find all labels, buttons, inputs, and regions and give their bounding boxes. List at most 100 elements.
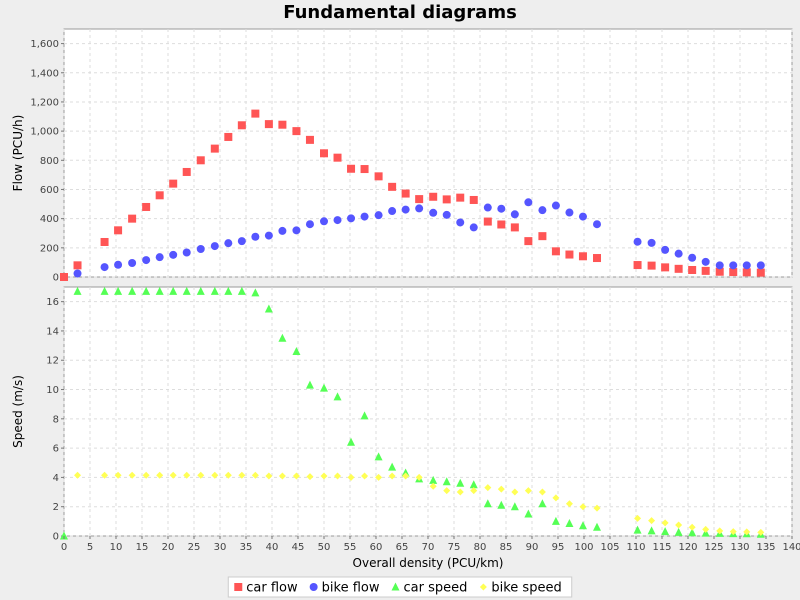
- data-point: [292, 226, 301, 235]
- data-point: [278, 333, 287, 342]
- data-point: [661, 527, 670, 536]
- data-point: [197, 471, 205, 479]
- data-point: [333, 153, 342, 162]
- data-point: [265, 472, 273, 480]
- data-point: [306, 473, 314, 481]
- data-point: [388, 207, 397, 216]
- x-tick-label: 130: [730, 542, 749, 553]
- data-point: [552, 494, 560, 502]
- data-point: [156, 471, 164, 479]
- y-tick-label: 400: [40, 214, 59, 225]
- data-point: [374, 452, 383, 461]
- data-point: [375, 473, 383, 481]
- data-point: [551, 516, 560, 525]
- legend-label: bike speed: [491, 581, 561, 596]
- data-point: [155, 191, 164, 200]
- y-tick-label: 8: [53, 414, 59, 425]
- x-tick-label: 105: [600, 542, 619, 553]
- legend-box: [227, 576, 573, 598]
- data-point: [716, 527, 724, 535]
- data-point: [551, 247, 560, 256]
- x-tick-label: 125: [704, 542, 723, 553]
- data-point: [593, 522, 601, 531]
- data-point: [60, 531, 68, 540]
- data-point: [469, 223, 478, 232]
- data-point: [278, 226, 287, 235]
- x-tick-label: 25: [188, 542, 201, 553]
- y-tick-label: 12: [46, 356, 59, 367]
- data-point: [578, 252, 587, 261]
- data-point: [661, 519, 669, 527]
- data-point: [715, 261, 724, 270]
- x-tick-label: 140: [782, 542, 800, 553]
- data-point: [729, 528, 737, 536]
- x-tick-label: 55: [344, 542, 357, 553]
- data-point: [524, 487, 532, 495]
- data-point: [182, 167, 191, 176]
- data-point: [169, 179, 178, 188]
- data-point: [510, 502, 519, 511]
- data-point: [633, 261, 642, 270]
- data-point: [320, 149, 328, 158]
- series-bike-speed: [74, 471, 765, 536]
- legend-label: car flow: [246, 581, 298, 596]
- data-point: [264, 231, 273, 240]
- data-point: [497, 220, 506, 229]
- data-point: [128, 258, 137, 267]
- data-point: [142, 202, 151, 211]
- data-point: [73, 261, 82, 270]
- data-point: [361, 472, 369, 480]
- legend-marker: [309, 583, 318, 591]
- data-point: [415, 204, 424, 213]
- data-point: [128, 286, 137, 295]
- data-point: [210, 242, 219, 251]
- x-tick-label: 35: [240, 542, 253, 553]
- data-point: [483, 499, 492, 508]
- x-tick-label: 75: [448, 542, 461, 553]
- data-point: [647, 238, 656, 247]
- data-point: [578, 212, 587, 221]
- data-point: [743, 528, 751, 536]
- data-point: [593, 220, 601, 229]
- data-point: [729, 268, 738, 277]
- y-tick-label: 0: [53, 532, 59, 543]
- data-point: [169, 286, 178, 295]
- data-point: [661, 263, 670, 272]
- data-point: [73, 269, 82, 278]
- data-point: [251, 109, 260, 118]
- data-point: [442, 210, 451, 219]
- data-point: [565, 500, 573, 508]
- data-point: [333, 392, 342, 401]
- data-point: [456, 478, 465, 487]
- data-point: [688, 253, 697, 262]
- y-tick-label: 600: [40, 185, 59, 196]
- data-point: [634, 514, 642, 522]
- data-point: [388, 462, 397, 471]
- data-point: [579, 503, 587, 511]
- data-point: [688, 528, 697, 537]
- data-point: [196, 156, 205, 165]
- data-point: [305, 380, 314, 389]
- y-axis-label: Flow (PCU/h): [11, 115, 25, 192]
- data-point: [701, 266, 710, 275]
- data-point: [675, 521, 683, 529]
- x-tick-label: 0: [61, 542, 67, 553]
- x-tick-label: 65: [396, 542, 409, 553]
- data-point: [196, 244, 205, 253]
- data-point: [210, 286, 219, 295]
- x-tick-label: 5: [87, 542, 93, 553]
- data-point: [292, 127, 301, 136]
- data-point: [305, 220, 314, 229]
- data-point: [224, 286, 233, 295]
- y-tick-label: 4: [53, 473, 59, 484]
- legend-item: bike speed: [479, 581, 562, 596]
- data-point: [100, 286, 109, 295]
- data-point: [715, 267, 724, 276]
- data-point: [292, 472, 300, 480]
- data-point: [443, 487, 451, 495]
- data-point: [674, 249, 683, 258]
- data-point: [182, 286, 191, 295]
- data-point: [674, 527, 683, 536]
- x-tick-label: 45: [292, 542, 305, 553]
